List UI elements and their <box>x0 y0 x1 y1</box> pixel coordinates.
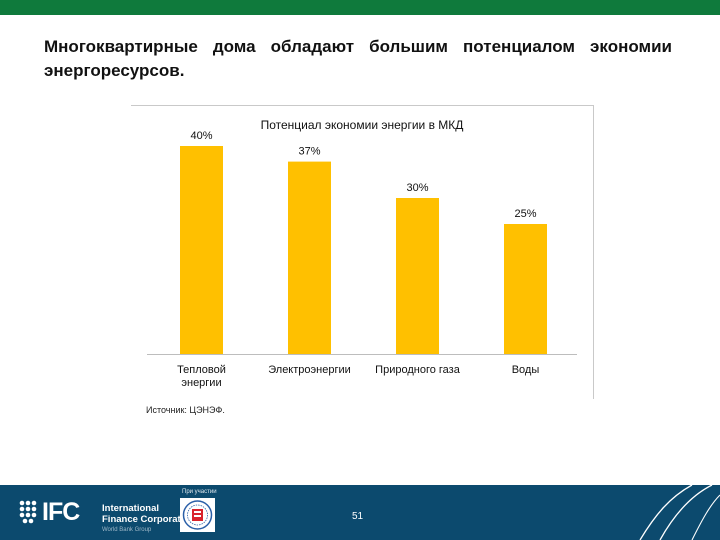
partner-label: При участии <box>182 489 217 495</box>
bar-1 <box>180 146 223 354</box>
bar-4 <box>504 224 547 354</box>
footer-bar: IFC International Finance Corporation Wo… <box>0 485 720 540</box>
source-note: Источник: ЦЭНЭФ. <box>146 405 225 415</box>
org-name-line3: World Bank Group <box>102 527 152 533</box>
ifc-org-name: International Finance Corporation World … <box>102 503 195 536</box>
category-label-1: Тепловой энергии <box>177 364 226 389</box>
value-label-4: 25% <box>514 208 536 220</box>
value-label-3: 30% <box>406 182 428 194</box>
org-name-line1: International <box>102 503 160 514</box>
category-label-3: Природного газа <box>375 364 461 376</box>
globe-mark-icon <box>19 500 37 524</box>
value-label-1: 40% <box>190 130 212 142</box>
top-accent-bar <box>0 0 720 15</box>
slide-title: Многоквартирные дома обладают большим по… <box>44 37 672 80</box>
decorative-swoosh <box>639 485 720 540</box>
category-label-2: Электроэнергии <box>268 364 351 376</box>
chart-title: Потенциал экономии энергии в МКД <box>260 118 464 132</box>
page-number: 51 <box>352 511 364 522</box>
category-label-4: Воды <box>512 364 540 376</box>
bar-2 <box>288 161 331 354</box>
value-label-2: 37% <box>298 146 320 158</box>
partner-seal-logo <box>180 498 215 532</box>
org-name-line2: Finance Corporation <box>102 514 195 525</box>
ifc-letters: IFC <box>42 498 80 526</box>
bar-3 <box>396 198 439 354</box>
